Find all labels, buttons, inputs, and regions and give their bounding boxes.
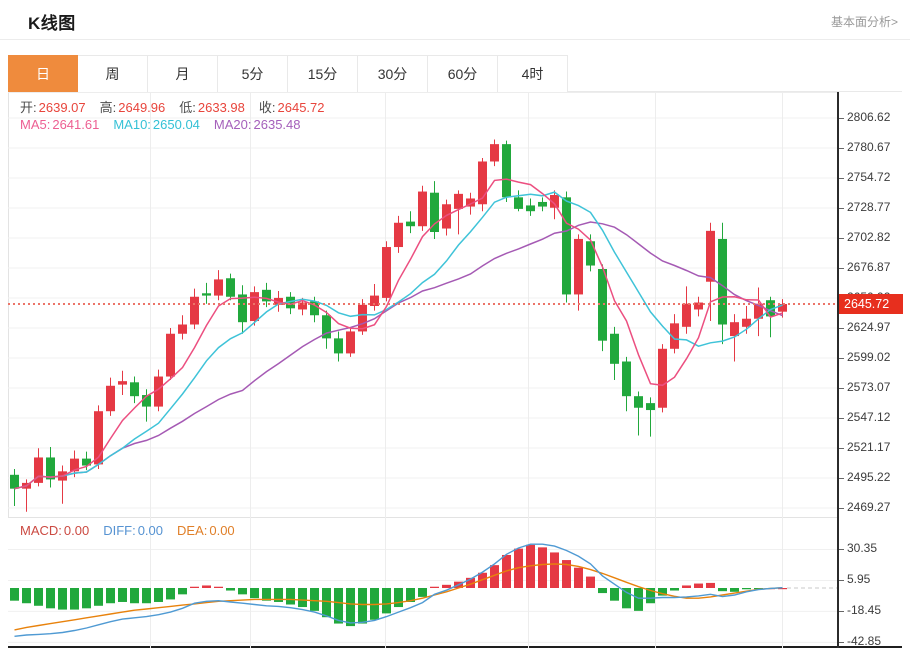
y-axis-label: 2754.72: [847, 169, 891, 184]
macd-axis-tick-mark: [839, 642, 844, 644]
y-axis-label: 2495.22: [847, 470, 891, 484]
page-title: K线图: [28, 14, 76, 33]
y-axis-label: 2547.12: [847, 410, 891, 424]
price-axis: 2806.62 2780.67 2754.72 2728.77 2702.82 2676.…: [837, 92, 903, 649]
macd-axis-label: -18.45: [847, 603, 882, 618]
ohlc-low: 低: 2633.98: [179, 100, 245, 115]
tab-timeframe-5[interactable]: 30分: [358, 55, 428, 92]
y-axis-label: 2624.97: [847, 320, 891, 334]
ohlc-open: 开: 2639.07: [20, 100, 86, 115]
y-axis-tick-mark: [839, 207, 844, 209]
tab-timeframe-2[interactable]: 月: [148, 55, 218, 92]
y-axis-tick-mark: [839, 328, 844, 329]
macd-histogram: [10, 544, 787, 627]
candles-group: [10, 139, 787, 512]
tab-timeframe-4[interactable]: 15分: [288, 55, 358, 92]
ohlc-close: 收: 2645.72: [258, 100, 325, 115]
y-axis-tick-mark: [839, 147, 844, 149]
tab-timeframe-7[interactable]: 4时: [498, 55, 568, 92]
macd-axis-label: 30.35: [847, 541, 878, 556]
y-axis-tick-mark: [839, 117, 844, 119]
y-axis-tick-mark: [839, 508, 844, 510]
current-price-badge: 2645.72: [839, 294, 903, 314]
macd-axis-label: -42.85: [847, 634, 882, 649]
y-axis-label: 2806.62: [847, 109, 891, 124]
macd-axis-tick-mark: [839, 580, 844, 582]
y-axis-label: 2702.82: [847, 229, 891, 244]
ma-info-row: MA5: 2641.61 MA10: 2650.04 MA20: 2635.48: [20, 117, 315, 132]
macd-axis-tick-mark: [839, 549, 844, 551]
macd-chart: [8, 517, 837, 648]
y-axis-tick-mark: [839, 237, 844, 239]
y-axis-label: 2780.67: [847, 139, 891, 154]
ohlc-info-row: 开: 2639.07 高: 2649.96 低: 2633.98 收: 2645.72: [20, 97, 339, 116]
macd-dea: DEA: 0.00: [177, 523, 235, 538]
tab-timeframe-1[interactable]: 周: [78, 55, 148, 92]
ma10-line: [14, 191, 783, 490]
header: K线图 基本面分析>: [0, 0, 910, 40]
y-axis-label: 2469.27: [847, 500, 891, 515]
y-axis-tick-mark: [839, 268, 844, 269]
y-axis-tick-mark: [839, 177, 844, 179]
y-axis-tick-mark: [839, 448, 844, 449]
fundamental-analysis-link[interactable]: 基本面分析>: [830, 15, 898, 29]
dea-line: [14, 563, 783, 631]
y-axis-tick-mark: [839, 478, 844, 479]
tab-timeframe-0[interactable]: 日: [8, 55, 78, 92]
y-axis-label: 2676.87: [847, 260, 891, 274]
ma5-line: [14, 178, 783, 490]
main-candlestick-chart: [8, 92, 837, 517]
macd-diff: DIFF: 0.00: [103, 523, 164, 538]
macd-info-row: MACD: 0.00 DIFF: 0.00 DEA: 0.00: [20, 523, 249, 538]
y-axis-tick-mark: [839, 388, 844, 389]
y-axis-tick-mark: [839, 418, 844, 419]
y-axis-tick-mark: [839, 358, 844, 359]
y-axis-label: 2573.07: [847, 380, 891, 394]
y-axis-label: 2521.17: [847, 440, 891, 454]
ma20-line: [14, 221, 783, 490]
timeframe-tabbar: 日周月 5分 15分 30分 60分 4时: [8, 55, 902, 92]
tab-timeframe-6[interactable]: 60分: [428, 55, 498, 92]
diff-line: [14, 543, 783, 637]
y-axis-label: 2599.02: [847, 350, 891, 364]
ma-5: MA5: 2641.61: [20, 117, 100, 132]
tab-timeframe-3[interactable]: 5分: [218, 55, 288, 92]
ma-20: MA20: 2635.48: [213, 117, 301, 132]
y-axis-label: 2728.77: [847, 199, 891, 214]
ohlc-high: 高: 2649.96: [99, 100, 166, 115]
ma-10: MA10: 2650.04: [113, 117, 200, 132]
macd-axis-tick-mark: [839, 611, 844, 613]
macd-macd: MACD: 0.00: [20, 523, 90, 538]
chart-area: 2806.62 2780.67 2754.72 2728.77 2702.82 2676.…: [8, 92, 903, 649]
macd-axis-label: 5.95: [847, 572, 871, 587]
